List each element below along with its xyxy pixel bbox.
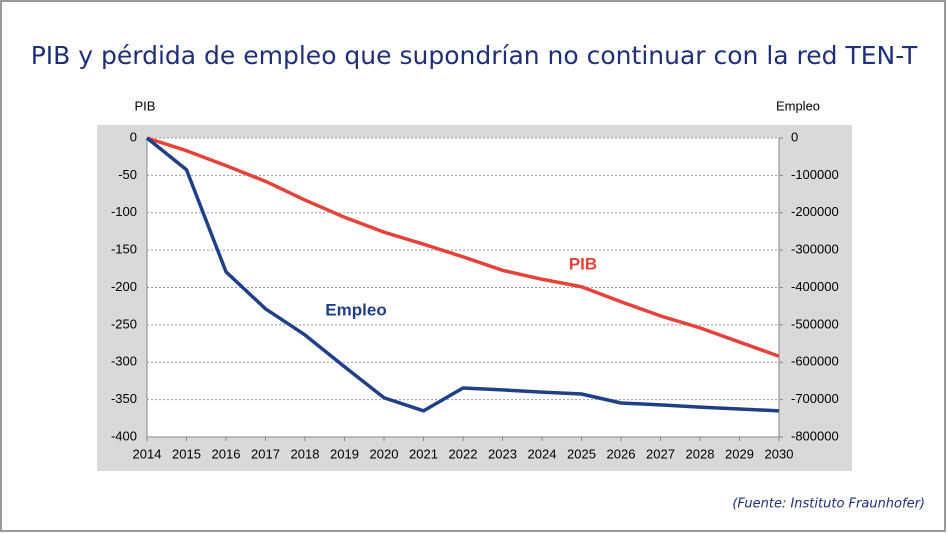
line-series <box>146 136 780 358</box>
y2-tick-label: -700000 <box>791 391 839 406</box>
x-tick-label: 2023 <box>488 446 517 461</box>
x-tick-label: 2027 <box>646 446 675 461</box>
y2-tick-label: -200000 <box>791 204 839 219</box>
y-axis-title: PIB <box>135 98 156 113</box>
y-tick-label: -300 <box>111 354 137 369</box>
series-label: Empleo <box>325 300 386 319</box>
x-tick-label: 2029 <box>725 446 754 461</box>
y-tick-label: -200 <box>111 279 137 294</box>
x-tick-label: 2018 <box>291 446 320 461</box>
x-tick-label: 2014 <box>133 446 162 461</box>
x-tick-label: 2030 <box>765 446 794 461</box>
y-tick-label: -150 <box>111 242 137 257</box>
x-tick-label: 2017 <box>251 446 280 461</box>
x-tick-label: 2024 <box>528 446 557 461</box>
y-tick-label: 0 <box>130 129 137 144</box>
x-tick-label: 2026 <box>607 446 636 461</box>
x-tick-label: 2021 <box>409 446 438 461</box>
y-tick-label: -100 <box>111 204 137 219</box>
y2-axis-title: Empleo <box>776 98 820 113</box>
y2-tick-label: -300000 <box>791 242 839 257</box>
x-tick-label: 2025 <box>567 446 596 461</box>
y2-tick-label: -500000 <box>791 316 839 331</box>
y-tick-label: -400 <box>111 428 137 443</box>
x-tick-label: 2022 <box>449 446 478 461</box>
x-tick-label: 2016 <box>212 446 241 461</box>
y2-tick-label: 0 <box>791 129 798 144</box>
line-series <box>145 136 780 413</box>
y2-tick-label: -600000 <box>791 354 839 369</box>
y-tick-label: -250 <box>111 316 137 331</box>
chart-title: PIB y pérdida de empleo que supondrían n… <box>31 41 918 70</box>
x-tick-label: 2015 <box>172 446 201 461</box>
x-tick-label: 2020 <box>370 446 399 461</box>
y2-tick-label: -100000 <box>791 167 839 182</box>
source-note: (Fuente: Instituto Fraunhofer) <box>732 497 925 512</box>
x-tick-label: 2028 <box>686 446 715 461</box>
series-label: PIB <box>569 254 597 273</box>
y2-tick-label: -400000 <box>791 279 839 294</box>
y2-tick-label: -800000 <box>791 428 839 443</box>
x-tick-label: 2019 <box>330 446 359 461</box>
y-tick-label: -350 <box>111 391 137 406</box>
y-tick-label: -50 <box>118 167 137 182</box>
